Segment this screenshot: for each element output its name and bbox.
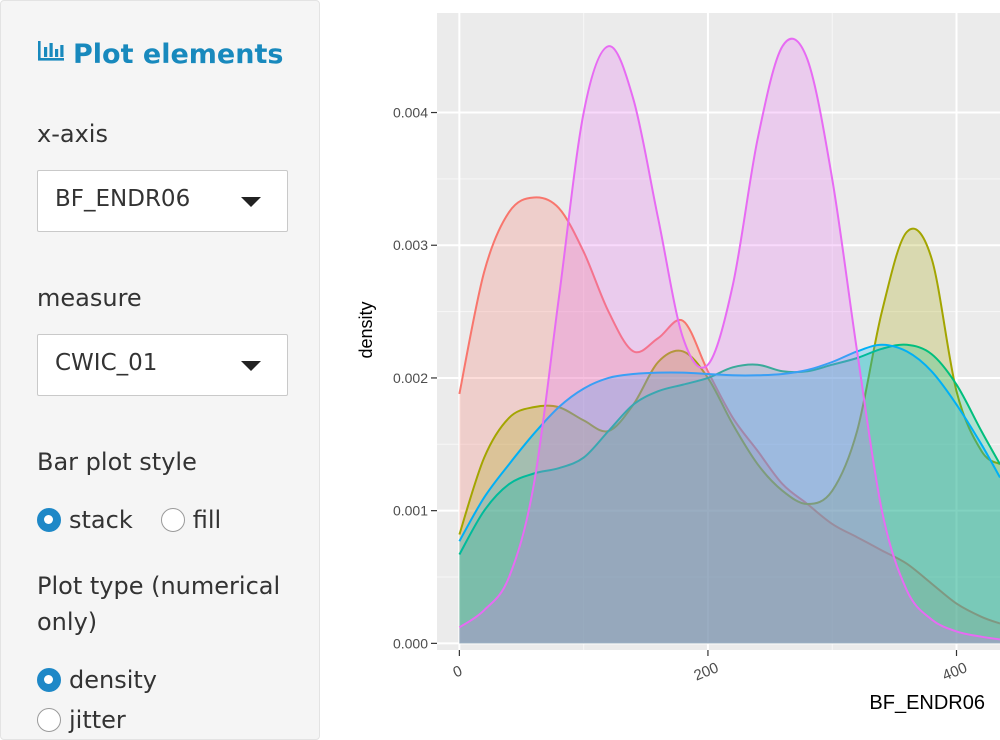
density-area-1 xyxy=(459,228,1000,644)
radio-option-stack[interactable]: stack xyxy=(37,506,133,534)
x-tick-label: 400 xyxy=(940,659,970,684)
measure-label: measure xyxy=(37,284,142,312)
radio-option-jitter[interactable]: jitter xyxy=(37,706,126,734)
plot-type-radio-group: density xyxy=(37,666,185,694)
x-tick-label: 200 xyxy=(691,659,721,684)
density-line-1 xyxy=(458,227,1000,535)
radio-selected-icon[interactable] xyxy=(37,668,61,692)
plot-panel xyxy=(437,13,1000,650)
radio-option-fill[interactable]: fill xyxy=(160,506,222,534)
y-tick-label: 0.001 xyxy=(393,503,428,519)
panel-title-text: Plot elements xyxy=(73,39,284,70)
radio-label: jitter xyxy=(69,706,126,734)
caret-down-icon xyxy=(241,361,261,371)
radio-option-density[interactable]: density xyxy=(37,666,157,694)
panel-title: Plot elements xyxy=(37,39,283,70)
y-tick-label: 0.003 xyxy=(393,237,428,253)
density-line-3 xyxy=(458,343,1000,542)
density-area-3 xyxy=(459,344,1000,644)
x-tick-label: 0 xyxy=(451,662,465,681)
radio-label: stack xyxy=(69,506,133,534)
radio-unselected-icon[interactable] xyxy=(37,708,61,732)
y-tick-label: 0.002 xyxy=(393,370,428,386)
bar-style-radio-group: stack fill xyxy=(37,506,249,534)
density-line-0 xyxy=(458,196,1000,625)
radio-label: fill xyxy=(192,506,222,534)
measure-select[interactable]: CWIC_01 xyxy=(37,334,288,396)
bar-chart-icon xyxy=(37,39,65,70)
y-tick-label: 0.000 xyxy=(393,635,428,651)
density-line-4 xyxy=(458,37,1000,641)
radio-unselected-icon[interactable] xyxy=(160,508,185,532)
y-tick-label: 0.004 xyxy=(393,105,428,121)
x-axis-title: BF_ENDR06 xyxy=(869,692,985,714)
measure-selected-value: CWIC_01 xyxy=(55,350,158,376)
plot-area: 0.000 0.001 0.002 0.003 0.004 0 200 400 density B… xyxy=(330,0,1000,731)
density-line-2 xyxy=(458,343,1000,555)
plot-type-label: Plot type (numerical only) xyxy=(37,572,281,636)
xaxis-selected-value: BF_ENDR06 xyxy=(55,186,191,212)
sidebar-panel: Plot elements x-axis BF_ENDR06 measure C… xyxy=(0,0,320,740)
density-area-2 xyxy=(459,344,1000,644)
density-area-4 xyxy=(459,38,1000,644)
y-axis-title: density xyxy=(356,301,376,358)
radio-label: density xyxy=(69,666,157,694)
series-group xyxy=(458,37,1000,644)
density-chart: 0.000 0.001 0.002 0.003 0.004 0 200 400 density B… xyxy=(356,13,1000,714)
xaxis-label: x-axis xyxy=(37,120,108,148)
radio-selected-icon[interactable] xyxy=(37,508,61,532)
caret-down-icon xyxy=(241,197,261,207)
xaxis-select[interactable]: BF_ENDR06 xyxy=(37,170,288,232)
bar-style-label: Bar plot style xyxy=(37,448,197,476)
plot-type-radio-group-2: jitter xyxy=(37,706,154,734)
